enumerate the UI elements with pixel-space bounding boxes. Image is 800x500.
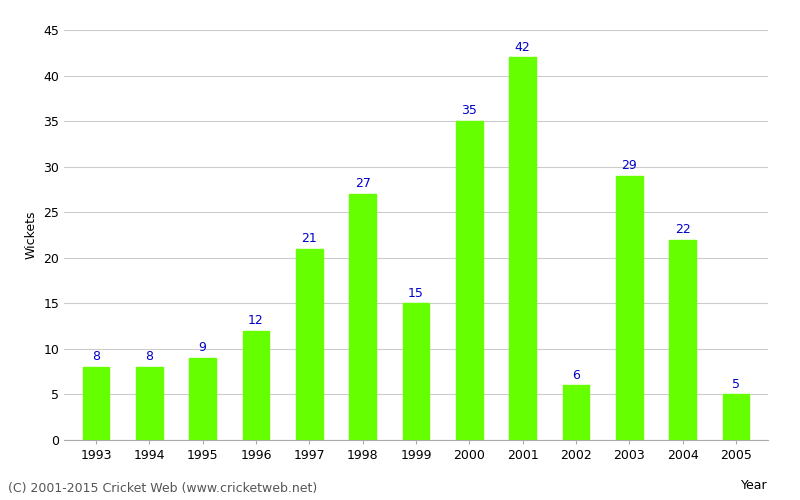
Text: 21: 21	[302, 232, 318, 245]
Text: 42: 42	[514, 40, 530, 54]
Bar	[190, 358, 216, 440]
Bar	[562, 386, 590, 440]
Text: 6: 6	[572, 368, 580, 382]
Text: 35: 35	[462, 104, 478, 118]
Text: 9: 9	[198, 342, 206, 354]
Bar	[510, 58, 536, 440]
Bar	[136, 367, 162, 440]
Text: Year: Year	[742, 479, 768, 492]
Y-axis label: Wickets: Wickets	[25, 211, 38, 259]
Bar	[296, 248, 322, 440]
Bar	[402, 304, 430, 440]
Text: 15: 15	[408, 286, 424, 300]
Bar	[82, 367, 110, 440]
Text: 5: 5	[732, 378, 740, 391]
Text: 27: 27	[354, 178, 370, 190]
Text: 22: 22	[674, 223, 690, 236]
Bar	[670, 240, 696, 440]
Bar	[456, 121, 482, 440]
Bar	[722, 394, 750, 440]
Text: 8: 8	[146, 350, 154, 364]
Bar	[350, 194, 376, 440]
Bar	[242, 330, 270, 440]
Text: 12: 12	[248, 314, 264, 327]
Text: 8: 8	[92, 350, 100, 364]
Text: (C) 2001-2015 Cricket Web (www.cricketweb.net): (C) 2001-2015 Cricket Web (www.cricketwe…	[8, 482, 318, 495]
Text: 29: 29	[622, 159, 638, 172]
Bar	[616, 176, 642, 440]
